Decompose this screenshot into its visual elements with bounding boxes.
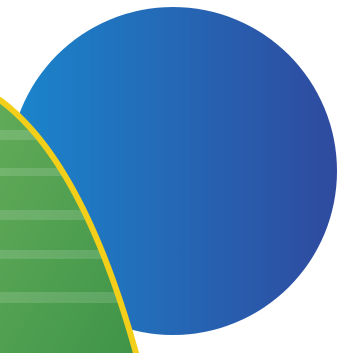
yellow-arc: [0, 97, 139, 353]
green-region: [0, 100, 136, 353]
